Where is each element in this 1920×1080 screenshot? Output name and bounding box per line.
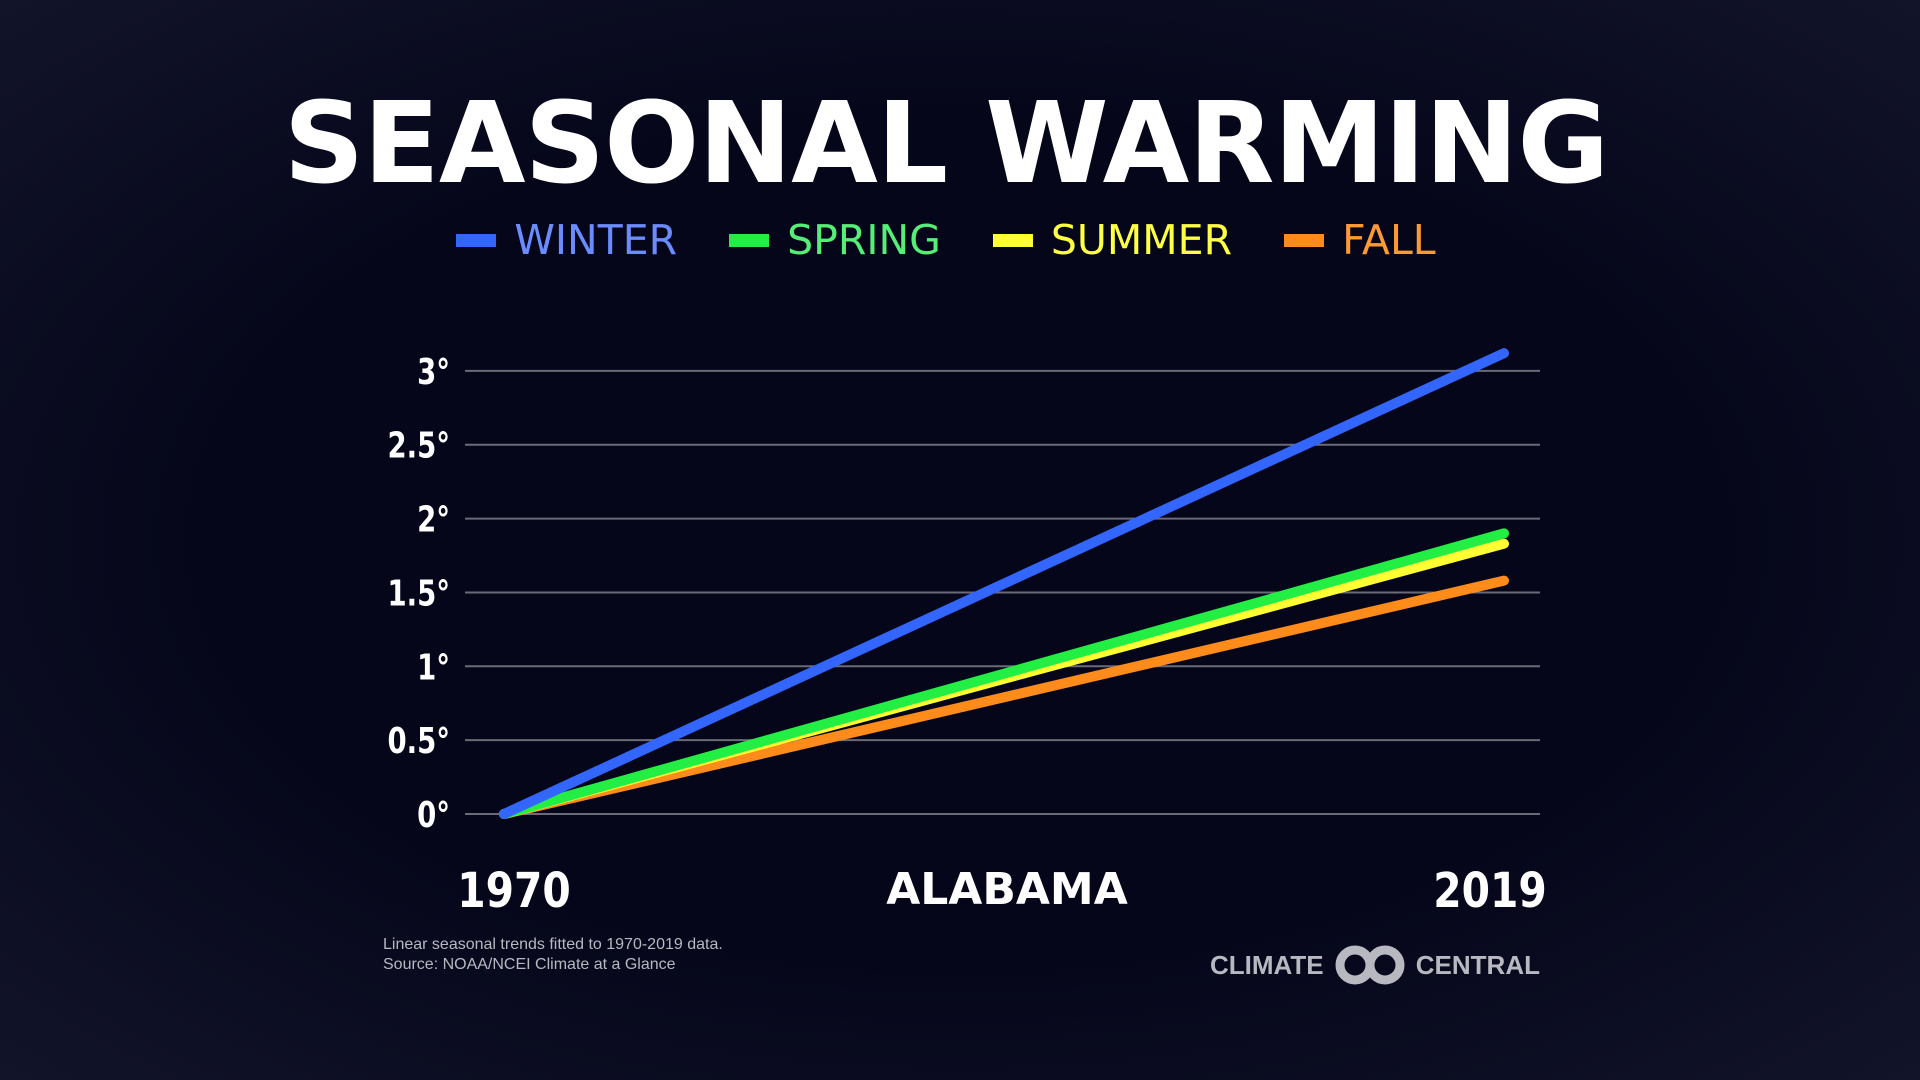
legend-swatch	[992, 233, 1033, 247]
chart-title: SEASONAL WARMING	[283, 79, 1610, 209]
y-tick-label: 3°	[417, 350, 450, 392]
legend-swatch	[456, 233, 497, 247]
x-tick-label: 1970	[457, 863, 571, 919]
series-line-winter	[499, 348, 1509, 819]
footnote-method: Linear seasonal trends fitted to 1970-20…	[383, 936, 723, 953]
y-tick-label: 2°	[417, 498, 450, 540]
logo-text-right: CENTRAL	[1415, 949, 1540, 980]
legend-label: WINTER	[514, 216, 678, 264]
legend-item-spring: SPRING	[729, 216, 941, 264]
legend: WINTER SPRING SUMMER FALL	[0, 216, 1892, 264]
series-line-spring	[499, 528, 1509, 819]
footnote-source: Source: NOAA/NCEI Climate at a Glance	[383, 956, 676, 973]
y-tick-label: 0.5°	[388, 720, 450, 762]
legend-label: FALL	[1342, 216, 1436, 264]
chart-subtitle: ALABAMA	[886, 864, 1128, 915]
y-tick-label: 0°	[417, 794, 450, 836]
legend-label: SPRING	[787, 216, 941, 264]
series-line-fall	[499, 575, 1509, 819]
legend-swatch	[729, 233, 770, 247]
logo-text-left: CLIMATE	[1210, 949, 1324, 980]
legend-item-fall: FALL	[1284, 216, 1436, 264]
legend-item-summer: SUMMER	[992, 216, 1233, 264]
legend-swatch	[1284, 233, 1325, 247]
legend-label: SUMMER	[1050, 216, 1233, 264]
climate-central-logo: CLIMATE CENTRAL	[1210, 945, 1540, 985]
y-tick-label: 1.5°	[388, 572, 450, 614]
legend-item-winter: WINTER	[456, 216, 677, 264]
y-tick-label: 1°	[417, 646, 450, 688]
y-tick-label: 2.5°	[388, 424, 450, 466]
x-tick-label: 2019	[1433, 863, 1547, 919]
logo-rings-icon	[1335, 945, 1405, 985]
